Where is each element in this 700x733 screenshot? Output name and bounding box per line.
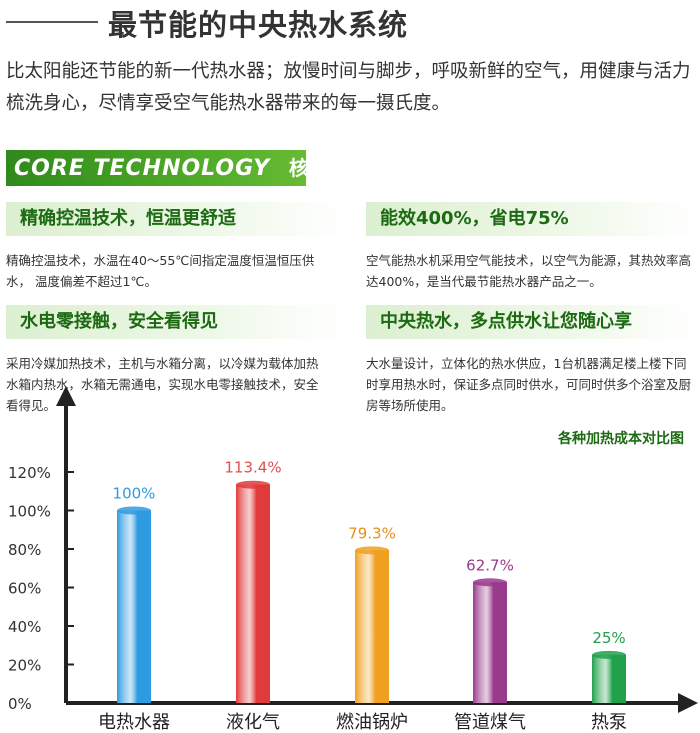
x-category-label: 电热水器	[98, 712, 170, 733]
page-title: 最节能的中央热水系统	[108, 8, 409, 42]
feature-text-efficiency: 空气能热水机采用空气能技术，以空气为能源，其热效率高达400%，是当代最节能热水…	[366, 253, 692, 289]
feature-heading-efficiency: 能效400%，省电75%	[366, 202, 696, 236]
bar-cap	[592, 650, 626, 659]
title-decor-line	[6, 21, 98, 23]
intro-text: 比太阳能还节能的新一代热水器；放慢时间与脚步，呼吸新鲜的空气，用健康与活力梳洗身…	[6, 61, 691, 114]
bar-value-label: 79.3%	[348, 524, 396, 542]
bar-value-label: 100%	[113, 485, 156, 503]
x-category-label: 管道煤气	[454, 712, 526, 733]
feature-heading-temp: 精确控温技术，恒温更舒适	[6, 202, 346, 236]
x-category-label: 液化气	[226, 712, 280, 733]
bar-cap	[473, 578, 507, 587]
feature-text-safety: 采用冷媒加热技术，主机与水箱分离，以冷媒为载体加热水箱内热水，水箱无需通电，实现…	[6, 356, 319, 413]
bar	[355, 550, 389, 703]
bar-value-label: 62.7%	[466, 556, 514, 574]
bar-cap	[117, 506, 151, 515]
x-category-label: 燃油锅炉	[336, 712, 408, 733]
feature-text-temp: 精确控温技术，水温在40～55℃间指定温度恒温恒压供水， 温度偏差不超过1℃。	[6, 253, 315, 289]
core-technology-banner: CORE TECHNOLOGY 核心技术	[6, 150, 306, 186]
y-tick-label: 80%	[8, 541, 41, 559]
x-category-label: 热泵	[591, 712, 627, 733]
feature-heading-safety: 水电零接触，安全看得见	[6, 305, 346, 339]
y-axis-arrow	[56, 386, 76, 406]
feature-text-central: 大水量设计，立体化的热水供应，1台机器满足楼上楼下同时享用热水时，保证多点同时供…	[366, 356, 692, 413]
core-label-cn: 核心技术	[288, 156, 306, 180]
chart-title: 各种加热成本对比图	[557, 430, 684, 447]
bar-value-label: 25%	[592, 629, 625, 647]
core-label-en: CORE TECHNOLOGY	[14, 156, 271, 181]
y-tick-label: 0%	[8, 695, 32, 713]
bar-value-label: 113.4%	[224, 459, 281, 477]
y-tick-label: 20%	[8, 657, 41, 675]
feature-heading-central: 中央热水，多点供水让您随心享	[366, 305, 696, 339]
x-axis-arrow	[678, 693, 698, 713]
y-tick-label: 100%	[8, 503, 51, 521]
bar	[117, 510, 151, 703]
bar	[473, 582, 507, 703]
bar-cap	[236, 480, 270, 489]
bar	[236, 484, 270, 703]
bar	[592, 654, 626, 703]
bar-cap	[355, 546, 389, 555]
y-tick-label: 40%	[8, 618, 41, 636]
y-tick-label: 60%	[8, 580, 41, 598]
y-tick-label: 120%	[8, 464, 51, 482]
